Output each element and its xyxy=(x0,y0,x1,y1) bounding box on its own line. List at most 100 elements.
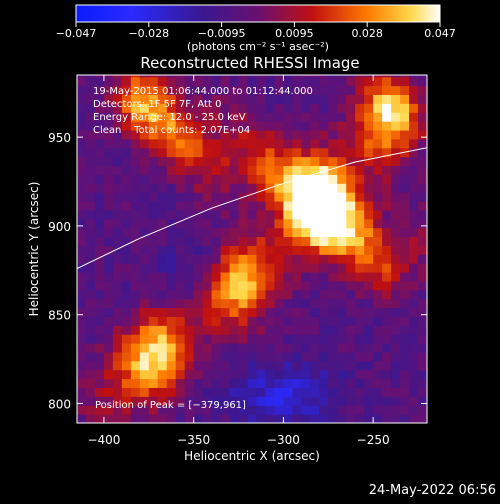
heatmap-pixel xyxy=(346,138,356,149)
heatmap-pixel xyxy=(373,316,383,326)
heatmap-pixel xyxy=(193,316,204,326)
heatmap-pixel xyxy=(274,351,284,362)
heatmap-pixel xyxy=(310,405,320,415)
heatmap-pixel xyxy=(301,201,311,211)
heatmap-pixel xyxy=(265,325,275,335)
heatmap-pixel xyxy=(121,218,132,229)
heatmap-pixel xyxy=(229,192,240,202)
heatmap-pixel xyxy=(391,387,401,397)
heatmap-pixel xyxy=(220,147,231,158)
heatmap-pixel xyxy=(94,343,105,353)
heatmap-pixel xyxy=(391,112,401,122)
heatmap-pixel xyxy=(391,405,401,415)
heatmap-pixel xyxy=(373,263,383,273)
heatmap-pixel xyxy=(346,387,356,397)
heatmap-pixel xyxy=(265,263,275,273)
heatmap-pixel xyxy=(211,147,222,158)
heatmap-pixel xyxy=(319,112,329,122)
heatmap-pixel xyxy=(94,360,105,371)
heatmap-pixel xyxy=(346,369,356,380)
heatmap-pixel xyxy=(202,263,213,273)
heatmap-pixel xyxy=(310,298,320,309)
heatmap-pixel xyxy=(373,165,383,175)
heatmap-pixel xyxy=(265,147,275,158)
heatmap-pixel xyxy=(328,94,338,104)
heatmap-pixel xyxy=(328,112,338,122)
heatmap-pixel xyxy=(166,307,177,317)
heatmap-pixel xyxy=(346,103,356,113)
annotation-clean: Clean Total counts: 2.07E+04 xyxy=(93,125,250,136)
heatmap-pixel xyxy=(346,325,356,335)
heatmap-pixel xyxy=(202,254,213,264)
heatmap-pixel xyxy=(256,112,266,122)
heatmap-pixel xyxy=(355,227,365,238)
heatmap-pixel xyxy=(121,325,132,335)
colorbar-unit-label: (photons cm⁻² s⁻¹ asec⁻²) xyxy=(187,40,329,53)
heatmap-pixel xyxy=(112,316,123,326)
heatmap-pixel xyxy=(193,405,204,415)
heatmap-pixel xyxy=(355,334,365,344)
heatmap-pixel xyxy=(220,245,231,255)
heatmap-pixel xyxy=(193,387,204,397)
heatmap-pixel xyxy=(337,272,347,282)
heatmap-pixel xyxy=(301,121,311,131)
heatmap-pixel xyxy=(130,272,141,282)
heatmap-pixel xyxy=(130,227,141,238)
heatmap-pixel xyxy=(355,138,365,149)
heatmap-pixel xyxy=(382,325,392,335)
heatmap-pixel xyxy=(139,227,150,238)
heatmap-pixel xyxy=(175,254,186,264)
heatmap-pixel xyxy=(256,245,266,255)
heatmap-pixel xyxy=(301,334,311,344)
heatmap-pixel xyxy=(139,245,150,255)
heatmap-pixel xyxy=(310,130,320,140)
heatmap-pixel xyxy=(391,85,401,96)
heatmap-pixel xyxy=(202,351,213,362)
heatmap-pixel xyxy=(274,316,284,326)
heatmap-pixel xyxy=(373,325,383,335)
heatmap-pixel xyxy=(130,245,141,255)
heatmap-pixel xyxy=(148,254,159,264)
heatmap-pixel xyxy=(382,147,392,158)
heatmap-pixel xyxy=(175,263,186,273)
heatmap-pixel xyxy=(256,130,266,140)
heatmap-pixel xyxy=(193,112,204,122)
heatmap-pixel xyxy=(418,351,427,362)
heatmap-pixel xyxy=(337,85,347,96)
heatmap-pixel xyxy=(382,174,392,184)
heatmap-pixel xyxy=(175,209,186,220)
heatmap-pixel xyxy=(130,192,141,202)
heatmap-pixel xyxy=(112,112,123,122)
heatmap-pixel xyxy=(220,414,231,423)
heatmap-pixel xyxy=(184,334,195,344)
heatmap-pixel xyxy=(130,85,141,96)
heatmap-pixel xyxy=(202,280,213,291)
heatmap-pixel xyxy=(238,85,249,96)
heatmap-pixel xyxy=(328,138,338,149)
heatmap-pixel xyxy=(292,325,302,335)
heatmap-pixel xyxy=(94,280,105,291)
heatmap-pixel xyxy=(211,138,222,149)
heatmap-pixel xyxy=(103,147,114,158)
heatmap-pixel xyxy=(364,414,374,423)
heatmap-pixel xyxy=(85,103,96,113)
heatmap-pixel xyxy=(301,360,311,371)
heatmap-pixel xyxy=(301,227,311,238)
heatmap-pixel xyxy=(238,121,249,131)
heatmap-pixel xyxy=(112,94,123,104)
heatmap-pixel xyxy=(175,147,186,158)
heatmap-pixel xyxy=(301,138,311,149)
heatmap-pixel xyxy=(238,227,249,238)
heatmap-pixel xyxy=(77,130,87,140)
heatmap-pixel xyxy=(292,254,302,264)
heatmap-pixel xyxy=(166,263,177,273)
heatmap-pixel xyxy=(193,201,204,211)
heatmap-pixel xyxy=(121,414,132,423)
colorbar xyxy=(75,4,441,23)
heatmap-pixel xyxy=(265,378,275,388)
heatmap-pixel xyxy=(85,85,96,96)
heatmap-pixel xyxy=(256,156,266,167)
heatmap-pixel xyxy=(175,75,186,78)
heatmap-pixel xyxy=(283,103,293,113)
heatmap-pixel xyxy=(292,396,302,406)
